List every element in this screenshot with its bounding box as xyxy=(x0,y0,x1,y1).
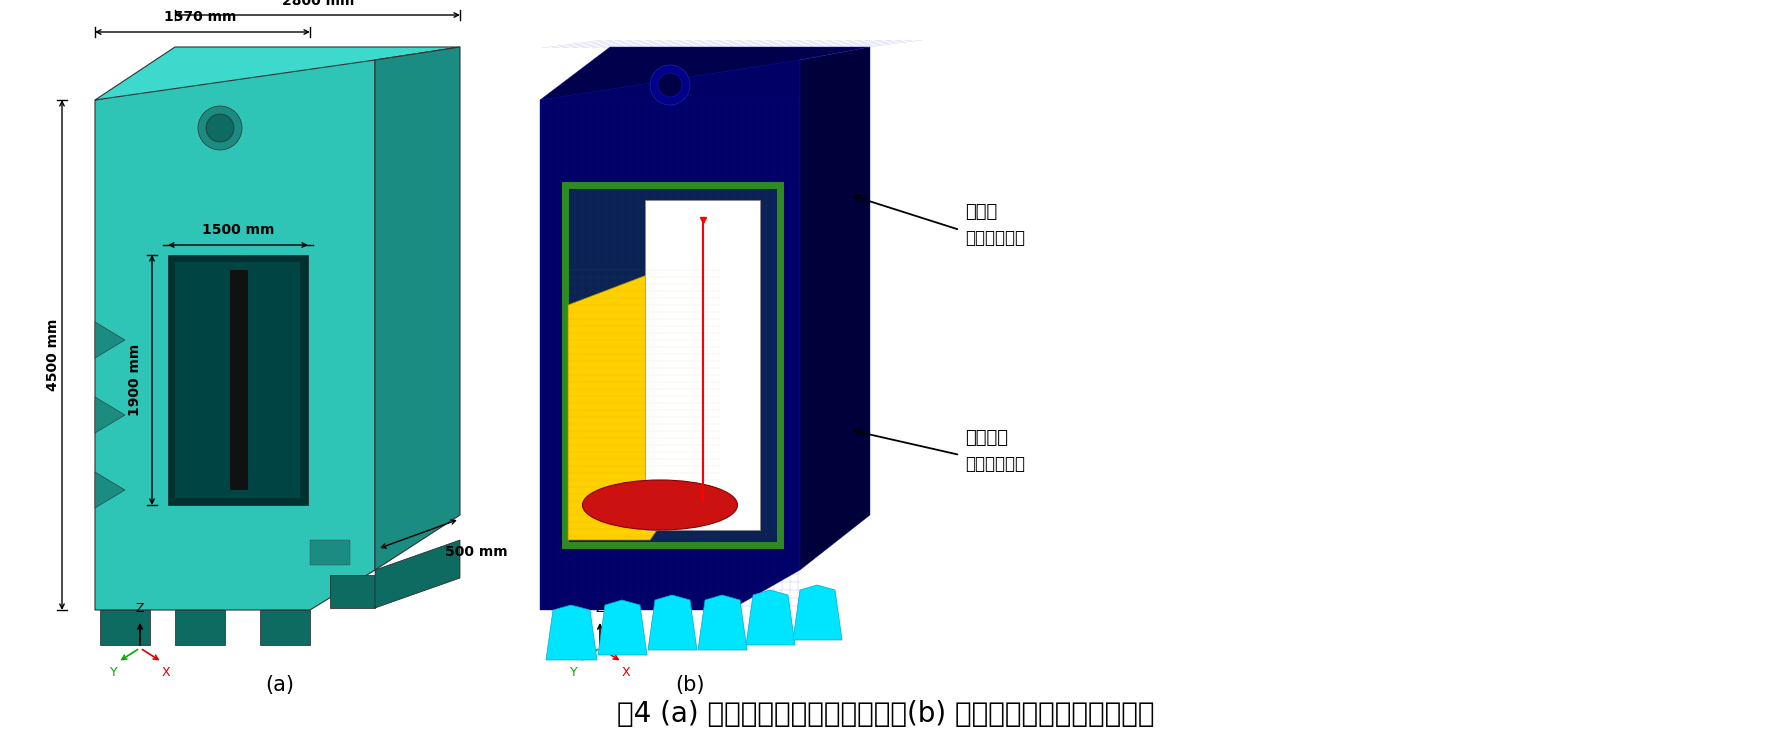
Text: Y: Y xyxy=(110,666,117,679)
Polygon shape xyxy=(260,610,310,645)
Text: 非设计域: 非设计域 xyxy=(966,429,1008,447)
Text: Z: Z xyxy=(595,602,604,615)
Circle shape xyxy=(657,73,682,97)
Polygon shape xyxy=(799,47,870,570)
Text: Y: Y xyxy=(571,666,578,679)
Polygon shape xyxy=(565,185,780,545)
Text: 2800 mm: 2800 mm xyxy=(282,0,354,8)
Polygon shape xyxy=(96,322,126,358)
Text: 4500 mm: 4500 mm xyxy=(46,319,60,391)
Polygon shape xyxy=(540,47,870,100)
Polygon shape xyxy=(698,595,748,650)
Circle shape xyxy=(650,65,689,105)
Polygon shape xyxy=(96,60,376,610)
Polygon shape xyxy=(540,60,799,610)
Polygon shape xyxy=(175,610,225,645)
Polygon shape xyxy=(746,590,796,645)
Polygon shape xyxy=(546,605,597,660)
Polygon shape xyxy=(376,540,461,608)
Polygon shape xyxy=(569,270,719,540)
Polygon shape xyxy=(376,47,461,570)
Text: （蓝色区域）: （蓝色区域） xyxy=(966,229,1024,247)
Text: 设计域: 设计域 xyxy=(966,203,998,221)
Polygon shape xyxy=(645,200,760,530)
Polygon shape xyxy=(597,600,647,655)
Text: Z: Z xyxy=(136,602,144,615)
Polygon shape xyxy=(99,610,151,645)
Text: 1500 mm: 1500 mm xyxy=(202,223,275,237)
Text: 1900 mm: 1900 mm xyxy=(128,344,142,416)
Text: （绿色区域）: （绿色区域） xyxy=(966,455,1024,473)
Text: (a): (a) xyxy=(266,675,294,695)
Circle shape xyxy=(198,106,243,150)
Polygon shape xyxy=(230,270,248,490)
Text: X: X xyxy=(622,666,631,679)
Circle shape xyxy=(206,114,234,142)
Polygon shape xyxy=(96,47,461,100)
Ellipse shape xyxy=(583,480,737,530)
Text: (b): (b) xyxy=(675,675,705,695)
Text: 500 mm: 500 mm xyxy=(445,545,507,559)
Text: 图4 (a) 机架拓扑优化的设计空间；(b) 机架拓扑优化的有限元模型: 图4 (a) 机架拓扑优化的设计空间；(b) 机架拓扑优化的有限元模型 xyxy=(617,700,1155,728)
Text: 1570 mm: 1570 mm xyxy=(163,10,236,24)
Polygon shape xyxy=(310,540,351,565)
Polygon shape xyxy=(330,575,376,608)
Polygon shape xyxy=(96,397,126,433)
Polygon shape xyxy=(96,472,126,508)
Polygon shape xyxy=(175,262,299,498)
Polygon shape xyxy=(168,255,308,505)
Polygon shape xyxy=(649,595,696,650)
Polygon shape xyxy=(794,585,842,640)
Text: X: X xyxy=(161,666,170,679)
